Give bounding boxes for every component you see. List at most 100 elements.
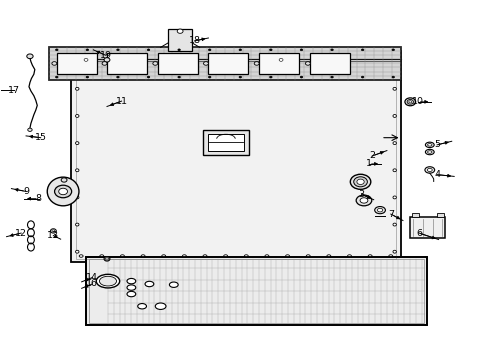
Ellipse shape (52, 230, 55, 232)
Text: 19: 19 (100, 51, 111, 60)
Text: 9: 9 (23, 187, 29, 196)
Ellipse shape (75, 114, 79, 117)
Ellipse shape (361, 76, 363, 78)
Ellipse shape (86, 49, 88, 51)
Ellipse shape (239, 76, 241, 78)
Bar (207, 134, 244, 150)
Ellipse shape (127, 291, 136, 297)
Bar (167, 30, 192, 51)
Ellipse shape (425, 142, 433, 148)
Text: 1: 1 (365, 159, 371, 168)
Text: 14: 14 (86, 273, 98, 282)
Ellipse shape (203, 56, 206, 59)
Ellipse shape (75, 196, 79, 199)
Ellipse shape (264, 255, 268, 257)
Ellipse shape (404, 98, 415, 106)
Ellipse shape (28, 128, 32, 131)
Ellipse shape (117, 49, 119, 51)
Ellipse shape (96, 274, 120, 288)
Ellipse shape (82, 57, 90, 63)
Bar (57, 53, 97, 74)
Ellipse shape (347, 56, 351, 59)
Ellipse shape (99, 276, 116, 286)
Ellipse shape (223, 255, 227, 257)
Ellipse shape (392, 250, 396, 253)
Text: 18: 18 (188, 36, 201, 45)
Ellipse shape (388, 255, 392, 257)
Ellipse shape (392, 223, 396, 226)
Ellipse shape (147, 76, 149, 78)
Ellipse shape (55, 185, 72, 198)
Ellipse shape (102, 62, 107, 65)
Ellipse shape (145, 281, 154, 287)
Ellipse shape (427, 144, 431, 146)
Ellipse shape (56, 76, 58, 78)
Text: 11: 11 (115, 96, 127, 105)
Bar (203, 130, 248, 155)
Ellipse shape (305, 56, 309, 59)
Ellipse shape (127, 278, 136, 284)
Ellipse shape (408, 101, 411, 103)
Ellipse shape (203, 255, 206, 257)
Ellipse shape (223, 56, 227, 59)
Ellipse shape (75, 223, 79, 226)
Ellipse shape (367, 56, 371, 59)
Text: 2: 2 (368, 152, 374, 161)
Ellipse shape (330, 49, 333, 51)
Ellipse shape (182, 56, 186, 59)
Bar (71, 51, 400, 262)
Ellipse shape (120, 56, 124, 59)
Ellipse shape (105, 258, 108, 260)
Ellipse shape (349, 174, 370, 189)
Text: 15: 15 (35, 133, 46, 142)
Ellipse shape (392, 169, 396, 172)
Bar (86, 257, 427, 325)
Text: 17: 17 (8, 86, 20, 95)
Ellipse shape (162, 255, 165, 257)
Ellipse shape (117, 76, 119, 78)
Ellipse shape (208, 76, 210, 78)
Ellipse shape (120, 255, 124, 257)
Ellipse shape (326, 255, 330, 257)
Ellipse shape (127, 285, 136, 290)
Text: 5: 5 (433, 140, 439, 149)
Ellipse shape (254, 62, 259, 65)
Bar (158, 53, 197, 74)
Bar (259, 53, 299, 74)
Ellipse shape (374, 207, 385, 214)
Text: 16: 16 (86, 279, 98, 288)
Ellipse shape (353, 177, 366, 187)
Ellipse shape (367, 255, 371, 257)
Text: 8: 8 (36, 194, 41, 203)
Ellipse shape (391, 76, 394, 78)
Bar (89, 259, 424, 323)
Ellipse shape (264, 56, 268, 59)
Ellipse shape (75, 169, 79, 172)
Ellipse shape (56, 49, 58, 51)
Ellipse shape (59, 188, 67, 195)
Ellipse shape (147, 49, 149, 51)
Ellipse shape (391, 49, 394, 51)
Ellipse shape (50, 229, 56, 233)
Ellipse shape (285, 255, 289, 257)
Ellipse shape (208, 49, 210, 51)
Ellipse shape (392, 87, 396, 90)
Ellipse shape (300, 49, 302, 51)
Ellipse shape (52, 62, 57, 65)
Ellipse shape (407, 99, 413, 104)
Ellipse shape (182, 255, 186, 257)
Ellipse shape (84, 58, 88, 61)
Ellipse shape (359, 198, 367, 203)
Ellipse shape (425, 149, 433, 155)
Text: 4: 4 (433, 170, 439, 179)
Ellipse shape (75, 250, 79, 253)
Ellipse shape (269, 49, 271, 51)
Bar (310, 53, 349, 74)
Ellipse shape (427, 151, 431, 153)
Ellipse shape (203, 62, 208, 65)
Ellipse shape (27, 54, 33, 59)
Text: 6: 6 (415, 229, 421, 238)
Ellipse shape (47, 177, 79, 206)
Ellipse shape (347, 255, 351, 257)
Text: 12: 12 (15, 229, 27, 238)
